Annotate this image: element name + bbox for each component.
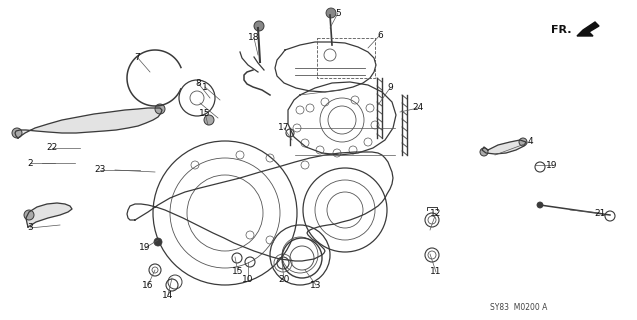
Polygon shape [482, 140, 526, 154]
Text: 11: 11 [430, 268, 441, 276]
Circle shape [480, 148, 488, 156]
Text: 19: 19 [140, 244, 151, 252]
Text: FR.: FR. [550, 25, 571, 35]
Text: 2: 2 [27, 158, 33, 167]
Text: SY83  M0200 A: SY83 M0200 A [490, 303, 547, 313]
Polygon shape [26, 203, 72, 227]
Circle shape [326, 8, 336, 18]
Circle shape [154, 238, 162, 246]
Text: 7: 7 [134, 52, 140, 61]
Polygon shape [577, 22, 599, 36]
Text: 14: 14 [162, 291, 174, 300]
Text: 6: 6 [377, 30, 383, 39]
Circle shape [12, 128, 22, 138]
Text: 22: 22 [47, 143, 57, 153]
Circle shape [537, 202, 543, 208]
Text: 13: 13 [310, 281, 322, 290]
Circle shape [519, 138, 527, 146]
Circle shape [155, 104, 165, 114]
Text: 24: 24 [412, 103, 424, 113]
Text: 17: 17 [278, 124, 290, 132]
Text: 12: 12 [431, 209, 441, 218]
Text: 15: 15 [199, 108, 211, 117]
Text: 4: 4 [527, 138, 533, 147]
Text: 19: 19 [547, 161, 558, 170]
Polygon shape [15, 108, 162, 138]
Text: 9: 9 [387, 84, 393, 92]
Text: 15: 15 [233, 268, 244, 276]
Text: 21: 21 [594, 209, 606, 218]
Circle shape [204, 115, 214, 125]
Text: 3: 3 [27, 223, 33, 233]
Text: 16: 16 [142, 281, 154, 290]
Circle shape [254, 21, 264, 31]
Text: 1: 1 [202, 83, 208, 92]
Text: 10: 10 [242, 276, 254, 284]
Text: 5: 5 [335, 9, 341, 18]
Text: 20: 20 [278, 276, 290, 284]
Text: 8: 8 [195, 78, 201, 87]
Text: 18: 18 [248, 34, 260, 43]
Circle shape [24, 210, 34, 220]
Text: 23: 23 [94, 165, 106, 174]
